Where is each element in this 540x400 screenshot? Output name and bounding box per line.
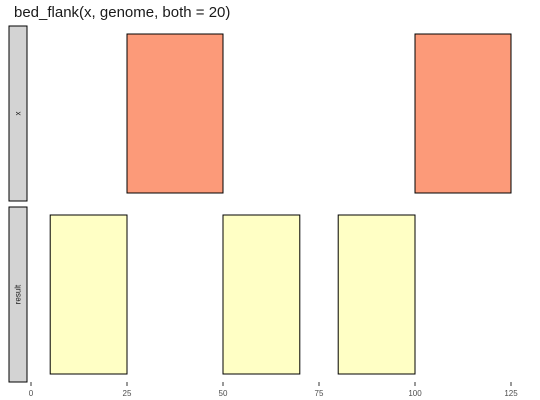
facet-strip [8, 206, 28, 383]
interval-bar [126, 33, 224, 194]
interval-bar [414, 33, 512, 194]
x-tick-label: 25 [123, 389, 132, 398]
x-tick-label: 0 [29, 389, 34, 398]
interval-bar [222, 214, 301, 375]
facet-panel: x [8, 25, 512, 202]
interval-bar [337, 214, 416, 375]
facet-label: x [14, 112, 23, 116]
facet-panel: result [8, 206, 416, 383]
x-tick-label: 75 [315, 389, 324, 398]
x-axis: 0 25 50 75 100 125 [29, 382, 518, 398]
chart-title: bed_flank(x, genome, both = 20) [14, 4, 230, 21]
facet-strip [8, 25, 28, 202]
facet-panels: x result [8, 25, 512, 383]
x-tick-label: 50 [219, 389, 228, 398]
interval-bar [49, 214, 128, 375]
x-tick-label: 125 [504, 389, 518, 398]
x-tick-label: 100 [408, 389, 422, 398]
facet-label: result [14, 284, 23, 304]
